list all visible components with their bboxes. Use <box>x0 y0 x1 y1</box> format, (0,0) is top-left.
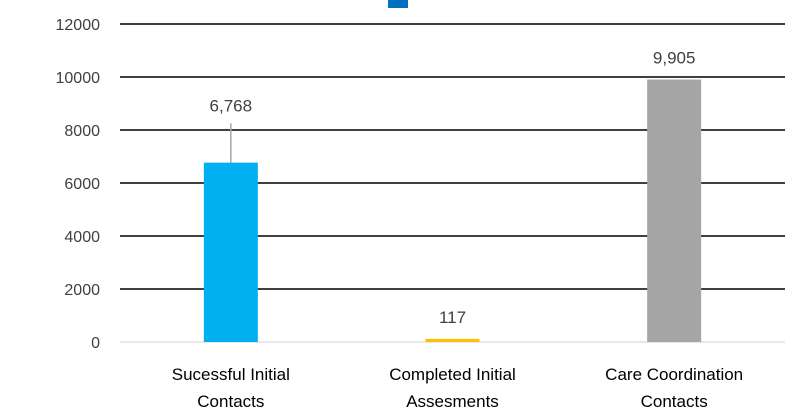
y-tick-label: 6000 <box>64 176 100 193</box>
category-label: Contacts <box>197 392 264 411</box>
y-tick-label: 10000 <box>56 70 101 87</box>
title-fragment <box>388 0 408 8</box>
category-label: Completed Initial <box>389 365 516 384</box>
data-label: 6,768 <box>210 96 253 115</box>
data-label: 117 <box>439 308 466 327</box>
x-axis-category-labels: Sucessful Initial Contacts Completed Initi… <box>172 365 743 411</box>
y-tick-label: 2000 <box>64 282 100 299</box>
data-labels: 6,768 117 9,905 <box>210 49 696 327</box>
category-label: Sucessful Initial <box>172 365 290 384</box>
data-label: 9,905 <box>653 49 696 68</box>
y-tick-label: 8000 <box>64 123 100 140</box>
bars <box>203 79 702 342</box>
category-label: Contacts <box>641 392 708 411</box>
bar-1 <box>425 338 480 342</box>
y-axis-tick-labels: 0 2000 4000 6000 8000 10000 12000 <box>56 17 101 352</box>
bar-2 <box>647 79 702 342</box>
y-tick-label: 0 <box>91 335 100 352</box>
y-tick-label: 4000 <box>64 229 100 246</box>
bar-0 <box>203 162 258 342</box>
y-tick-label: 12000 <box>56 17 101 34</box>
category-label: Care Coordination <box>605 365 743 384</box>
category-label: Assesments <box>406 392 499 411</box>
